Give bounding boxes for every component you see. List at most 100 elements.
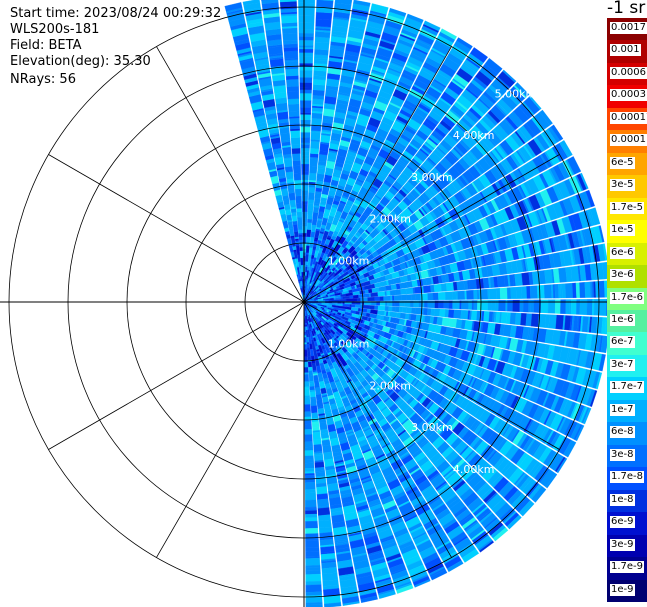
ray-gate (354, 304, 363, 309)
ray-gate (298, 15, 315, 23)
ray-gate (286, 85, 299, 93)
ray-gate (393, 295, 402, 301)
azimuth-spoke (156, 301, 305, 558)
azimuth-spoke (48, 301, 305, 450)
ray-gate (300, 130, 311, 133)
ray-gate (304, 446, 314, 451)
colorbar-tick-label: 3e-6 (610, 269, 635, 282)
ray-gate (457, 290, 466, 300)
ray-gate (339, 298, 347, 302)
ray-gate (304, 434, 313, 442)
ray-gate (306, 222, 312, 230)
ray-gate (441, 317, 451, 327)
ray-gate (304, 462, 315, 469)
colorbar-tick-label: 6e-9 (610, 516, 635, 529)
ray-gate (307, 209, 314, 216)
ray-gate (293, 172, 302, 181)
ray-gate (323, 403, 332, 412)
ray-gate (595, 372, 603, 390)
ray-gate (301, 163, 310, 172)
ray-gate (300, 107, 312, 113)
ray-gate (312, 84, 326, 91)
ray-gate (311, 117, 322, 126)
ray-gate (299, 70, 313, 78)
ray-gate (334, 0, 353, 5)
ray-gate (314, 387, 322, 396)
ray-gate (321, 186, 330, 196)
ray-gate (310, 132, 321, 141)
ray-gate (550, 124, 564, 141)
ray-gate (440, 283, 448, 292)
ray-gate (432, 292, 439, 301)
ray-gate (301, 271, 304, 278)
ray-gate (296, 208, 302, 213)
ray-gate (452, 291, 457, 300)
ray-gate (297, 218, 303, 227)
ray-gate (305, 591, 323, 596)
ray-gate (473, 289, 478, 300)
ray-gate (318, 153, 328, 163)
ray-gate (295, 245, 300, 252)
range-ring-label: 3.00km (411, 421, 453, 434)
ray-gate (400, 294, 407, 301)
ray-gate (395, 306, 400, 313)
ray-gate (585, 189, 595, 208)
ray-gate (448, 318, 458, 328)
ray-gate (307, 356, 312, 361)
ray-gate (320, 0, 334, 1)
ray-gate (304, 441, 313, 448)
colorbar-tick-label: 6e-6 (610, 246, 635, 259)
ray-gate (301, 190, 309, 197)
ray-gate (484, 57, 503, 75)
ray-gate (302, 243, 307, 250)
ray-gate (305, 510, 318, 515)
ray-gate (514, 273, 524, 286)
ray-gate (311, 227, 316, 233)
ray-gate (304, 429, 313, 435)
ray-gate (515, 286, 522, 299)
ray-gate (529, 285, 538, 299)
ray-gate (370, 3, 389, 15)
ray-gate (309, 158, 319, 167)
ray-gate (296, 250, 301, 255)
ray-gate (406, 294, 413, 301)
ray-gate (307, 351, 311, 357)
ray-gate (405, 287, 414, 295)
ray-gate (301, 179, 309, 182)
ray-gate (445, 282, 453, 292)
ray-gate (316, 399, 324, 408)
ray-gate (304, 381, 310, 388)
ray-gate (279, 0, 297, 3)
ray-gate (310, 147, 320, 155)
ray-gate (299, 52, 314, 57)
range-ring-label: 1.00km (328, 254, 370, 267)
ray-gate (480, 288, 489, 300)
ray-gate (448, 309, 455, 319)
instrument-label: WLS200s-181 (10, 22, 100, 37)
ray-gate (330, 297, 335, 301)
ray-sectors (224, 0, 607, 607)
ray-gate (304, 411, 312, 418)
ray-gate (304, 344, 307, 349)
ray-gate (305, 264, 308, 267)
ray-gate (305, 580, 322, 586)
ray-gate (349, 295, 354, 299)
ray-gate (388, 7, 407, 17)
ray-gate (314, 41, 330, 51)
colorbar-tick-label: 1e-7 (610, 403, 635, 416)
ray-gate (378, 285, 387, 292)
ray-gate (548, 314, 557, 329)
ray-gate (602, 243, 607, 261)
ray-gate (476, 310, 483, 322)
ray-gate (433, 283, 442, 293)
ray-gate (298, 239, 303, 248)
colorbar-tick-label: 1e-5 (610, 224, 635, 237)
ray-gate (398, 306, 404, 313)
ray-gate (445, 291, 453, 300)
ray-gate (298, 0, 316, 4)
ray-gate (466, 289, 475, 300)
ray-gate (305, 520, 318, 529)
ray-gate (410, 313, 417, 321)
ray-gate (305, 322, 307, 326)
ray-gate (312, 98, 324, 105)
